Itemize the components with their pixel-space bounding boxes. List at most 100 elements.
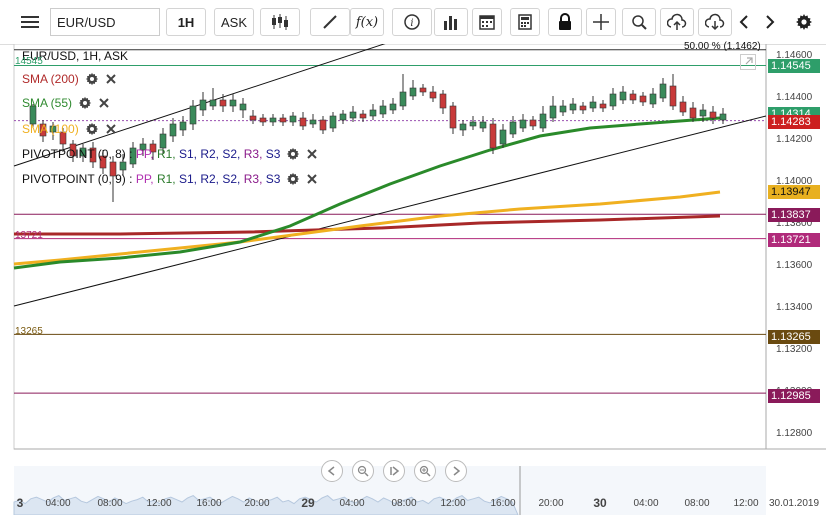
sma200-line: [14, 214, 721, 236]
volume-button[interactable]: [434, 8, 468, 36]
info-button[interactable]: i: [392, 8, 432, 36]
symbol-input[interactable]: [50, 8, 160, 36]
candle-body: [259, 117, 267, 123]
settings-button[interactable]: [792, 8, 816, 36]
close-icon[interactable]: [98, 97, 110, 109]
menu-icon: [21, 16, 39, 28]
gear-icon[interactable]: [85, 122, 99, 136]
candle-body: [169, 123, 177, 137]
download-button[interactable]: [698, 8, 732, 36]
chart-type-button[interactable]: [260, 8, 300, 36]
zoom-icon: [632, 15, 647, 30]
candle-body: [609, 93, 617, 107]
close-icon[interactable]: [306, 173, 318, 185]
chart-header-title: EUR/USD, 1H, ASK: [22, 49, 129, 63]
lock-button[interactable]: [548, 8, 582, 36]
menu-button[interactable]: [16, 8, 44, 36]
crosshair-button[interactable]: [586, 8, 616, 36]
calendar-icon: [479, 15, 495, 30]
price-axis-label: 1.13800: [776, 218, 813, 229]
zoom-in-button[interactable]: [414, 460, 436, 482]
pivot1-pp: PP,: [135, 147, 154, 161]
candle-body: [59, 131, 67, 145]
candle-body: [219, 99, 227, 107]
legend-pivot1-label: PIVOTPOINT (0, 8) : PP, R1, S1, R2, S2, …: [22, 147, 280, 161]
candle-body: [159, 133, 167, 149]
candle-body: [529, 119, 537, 127]
interval-button[interactable]: 1H: [166, 8, 206, 36]
time-axis-label: 12:00: [440, 498, 466, 509]
candle-body: [549, 105, 557, 119]
expand-button[interactable]: [740, 54, 756, 70]
candle-body: [709, 111, 717, 119]
candle-body: [399, 91, 407, 107]
candle-body: [359, 113, 367, 119]
candle-body: [49, 125, 57, 133]
gear-icon[interactable]: [286, 147, 300, 161]
calculator-button[interactable]: [510, 8, 540, 36]
candle-body: [309, 119, 317, 125]
candle-body: [279, 117, 287, 123]
time-axis-label: 04:00: [45, 498, 71, 509]
close-icon[interactable]: [105, 123, 117, 135]
candle-body: [679, 101, 687, 113]
pivot1-r2: R2,: [200, 147, 220, 161]
zoom-button[interactable]: [622, 8, 656, 36]
time-axis-label: 04:00: [633, 498, 659, 509]
prev-button[interactable]: [734, 8, 754, 36]
price-tag-13947: 1.13947: [768, 185, 820, 199]
gear-icon[interactable]: [286, 172, 300, 186]
time-axis-label: 04:00: [339, 498, 365, 509]
chart-area[interactable]: EUR/USD, 1H, ASK 50.00 % (1.1462) SMA (2…: [0, 41, 826, 515]
scroll-right-button[interactable]: [445, 460, 467, 482]
price-tag-12985: 1.12985: [768, 389, 820, 403]
legend-sma200-label: SMA (200): [22, 72, 79, 86]
candle-body: [39, 123, 47, 137]
next-button[interactable]: [760, 8, 780, 36]
time-axis-label: 16:00: [196, 498, 222, 509]
toolbar: 1H ASK f(x) i: [0, 0, 826, 45]
gear-icon[interactable]: [85, 72, 99, 86]
price-chart[interactable]: [0, 44, 826, 515]
time-axis-label: 30.01.2019: [768, 498, 820, 509]
pivot2-s2: S2,: [222, 172, 241, 186]
price-tag-14283: 1.14283: [768, 115, 820, 129]
download-icon: [705, 13, 725, 31]
zoom-out-button[interactable]: [352, 460, 374, 482]
candle-body: [239, 103, 247, 111]
draw-line-button[interactable]: [310, 8, 350, 36]
calendar-button[interactable]: [472, 8, 502, 36]
candle-body: [139, 143, 147, 151]
reset-zoom-button[interactable]: [383, 460, 405, 482]
gear-icon[interactable]: [78, 96, 92, 110]
candle-body: [129, 147, 137, 165]
price-axis-label: 1.14400: [776, 92, 813, 103]
legend-pivot1: PIVOTPOINT (0, 8) : PP, R1, S1, R2, S2, …: [22, 147, 318, 161]
scroll-left-button[interactable]: [321, 460, 343, 482]
time-axis-label: 08:00: [97, 498, 123, 509]
upload-button[interactable]: [660, 8, 694, 36]
pivot1-s1: S1,: [178, 147, 197, 161]
candle-body: [349, 111, 357, 119]
price-tag-14545: 1.14545: [768, 59, 820, 73]
candle-body: [589, 101, 597, 109]
price-type-button[interactable]: ASK: [214, 8, 254, 36]
candle-body: [209, 99, 217, 107]
candle-body: [509, 121, 517, 135]
pivot2-s1: S1,: [178, 172, 197, 186]
close-icon[interactable]: [105, 73, 117, 85]
function-button[interactable]: f(x): [350, 8, 384, 36]
lock-icon: [559, 13, 571, 30]
candle-body: [619, 91, 627, 101]
time-axis-label: 30: [593, 496, 607, 510]
upload-icon: [667, 13, 687, 30]
candle-body: [99, 155, 107, 169]
chevron-left-icon: [327, 466, 335, 476]
legend-pivot2: PIVOTPOINT (0, 9) : PP, R1, S1, R2, S2, …: [22, 172, 318, 186]
candle-body: [719, 113, 727, 121]
close-icon[interactable]: [306, 148, 318, 160]
candle-body: [249, 115, 257, 121]
pivot2-r1: R1,: [156, 172, 176, 186]
legend-pivot2-label: PIVOTPOINT (0, 9) : PP, R1, S1, R2, S2, …: [22, 172, 280, 186]
pivot1-prefix: PIVOTPOINT (0, 8) :: [22, 147, 136, 161]
